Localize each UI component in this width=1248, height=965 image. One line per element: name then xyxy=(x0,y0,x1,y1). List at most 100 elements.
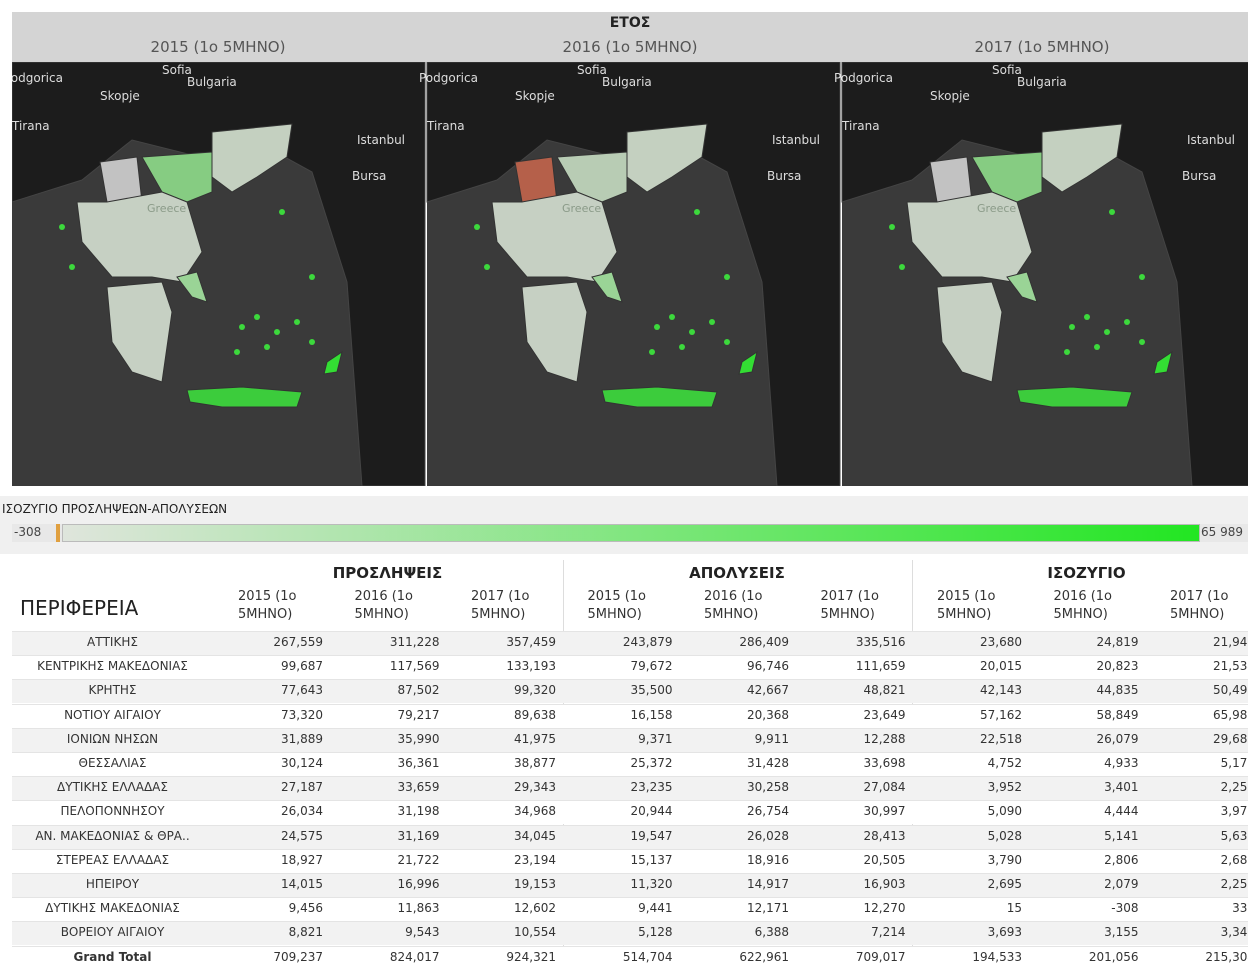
row-header: ΠΕΡΙΦΕΡΕΙΑ xyxy=(20,596,139,620)
neighbor-land xyxy=(426,62,841,486)
map-label: Bursa xyxy=(767,169,801,183)
table-value: 215,304 xyxy=(1205,949,1248,964)
mainland xyxy=(76,191,203,283)
table-value: 27,084 xyxy=(863,780,906,795)
island xyxy=(1084,314,1090,320)
table-value: 34,968 xyxy=(514,804,556,819)
map-label: Podgorica xyxy=(12,71,63,85)
table-value: -308 xyxy=(1111,901,1139,916)
map-label: Greece xyxy=(147,202,186,215)
table-value: 11,863 xyxy=(397,901,440,916)
table-value: 4,933 xyxy=(1104,756,1139,770)
table-value: 50,499 xyxy=(1213,683,1248,698)
table-value: 3,155 xyxy=(1104,925,1139,940)
table-value: 924,321 xyxy=(506,949,556,964)
column-header: 2017 (1ο 5ΜΗΝΟ) xyxy=(820,589,880,622)
peloponnese xyxy=(106,281,173,383)
table-value: 99,320 xyxy=(514,683,556,698)
table-value: 38,877 xyxy=(514,756,556,770)
row-bg xyxy=(12,631,1248,655)
table-value: 243,879 xyxy=(622,635,673,649)
island xyxy=(1109,209,1115,215)
table-value: 77,643 xyxy=(281,683,323,698)
mainland xyxy=(906,191,1033,283)
region-name: ΒΟΡΕΙΟΥ ΑΙΓΑΙΟΥ xyxy=(60,925,165,940)
table-value: 99,687 xyxy=(281,659,323,674)
island xyxy=(724,339,730,345)
table-value: 2,259 xyxy=(1220,780,1248,795)
table-value: 9,543 xyxy=(405,925,440,940)
table-value: 12,270 xyxy=(863,901,906,916)
table-value: 622,961 xyxy=(739,949,789,964)
table-value: 6,388 xyxy=(754,925,789,940)
row-bg xyxy=(12,921,1248,946)
column-header: 2016 (1ο 5ΜΗΝΟ) xyxy=(354,589,414,622)
row-bg xyxy=(12,800,1248,825)
table-value: 29,343 xyxy=(514,780,556,795)
central-macedonia xyxy=(971,151,1043,203)
table-value: 12,602 xyxy=(514,901,556,916)
map-label: Sofia xyxy=(577,63,607,77)
legend-min: -308 xyxy=(14,525,42,539)
attica xyxy=(591,271,623,303)
table-value: 311,228 xyxy=(389,635,440,649)
island xyxy=(1139,274,1145,280)
region-name: ΑΝ. ΜΑΚΕΔΟΝΙΑΣ & ΘΡΑ.. xyxy=(35,828,190,843)
table-value: 26,028 xyxy=(747,828,789,843)
table-value: 14,015 xyxy=(281,877,323,891)
table-value: 5,090 xyxy=(987,804,1022,819)
legend-marker xyxy=(56,524,60,542)
table-value: 2,079 xyxy=(1104,877,1139,891)
table-value: 16,158 xyxy=(630,707,673,722)
island xyxy=(1104,329,1110,335)
table-value: 2,806 xyxy=(1104,852,1139,867)
island xyxy=(474,224,480,230)
group-header: ΠΡΟΣΛΗΨΕΙΣ xyxy=(332,564,443,582)
table-value: 3,971 xyxy=(1220,804,1248,819)
region-name: ΠΕΛΟΠΟΝΝΗΣΟΥ xyxy=(60,804,165,819)
mainland xyxy=(491,191,618,283)
table-value: 25,372 xyxy=(630,756,673,770)
table-value: 31,169 xyxy=(397,828,440,843)
island xyxy=(1139,339,1145,345)
table-value: 20,015 xyxy=(980,659,1022,674)
region-name: ΙΟΝΙΩΝ ΝΗΣΩΝ xyxy=(66,731,159,746)
table-value: 29,687 xyxy=(1213,731,1248,746)
table-value: 65,989 xyxy=(1213,707,1248,722)
map-label: Istanbul xyxy=(772,133,820,147)
table-value: 96,746 xyxy=(747,659,789,674)
map-label: Sofia xyxy=(992,63,1022,77)
central-macedonia xyxy=(556,151,628,203)
table-value: 23,235 xyxy=(630,780,673,795)
table-value: 10,554 xyxy=(514,925,556,940)
table-value: 23,649 xyxy=(863,707,906,722)
west-macedonia xyxy=(514,156,558,203)
table-value: 14,917 xyxy=(747,877,789,891)
table-value: 24,819 xyxy=(1096,635,1139,649)
table-value: 267,559 xyxy=(273,635,323,649)
table-value: 15,137 xyxy=(630,852,673,867)
table-value: 357,459 xyxy=(506,635,556,649)
table-value: 9,371 xyxy=(638,731,673,746)
table-value: 24,575 xyxy=(281,828,323,843)
map-label: Skopje xyxy=(515,89,555,103)
west-macedonia xyxy=(929,156,973,203)
table-value: 20,823 xyxy=(1096,659,1139,674)
table-value: 73,320 xyxy=(281,707,323,722)
table-value: 87,502 xyxy=(397,683,440,698)
column-header: 2015 (1ο 5ΜΗΝΟ) xyxy=(587,589,647,622)
island xyxy=(654,324,660,330)
table-value: 5,179 xyxy=(1220,756,1248,770)
island xyxy=(709,319,715,325)
group-header: ΑΠΟΛΥΣΕΙΣ xyxy=(689,564,785,582)
row-bg xyxy=(12,655,1248,680)
year-label: 2015 (1ο 5ΜΗΝΟ) xyxy=(150,38,286,56)
column-header: 2015 (1ο 5ΜΗΝΟ) xyxy=(238,589,297,622)
table-value: 3,401 xyxy=(1104,780,1139,795)
island xyxy=(309,339,315,345)
table-value: 35,990 xyxy=(397,731,440,746)
region-name: ΣΤΕΡΕΑΣ ΕΛΛΑΔΑΣ xyxy=(55,852,170,867)
island xyxy=(1124,319,1130,325)
table-value: 111,659 xyxy=(855,659,906,674)
table-value: 35,500 xyxy=(630,683,673,698)
